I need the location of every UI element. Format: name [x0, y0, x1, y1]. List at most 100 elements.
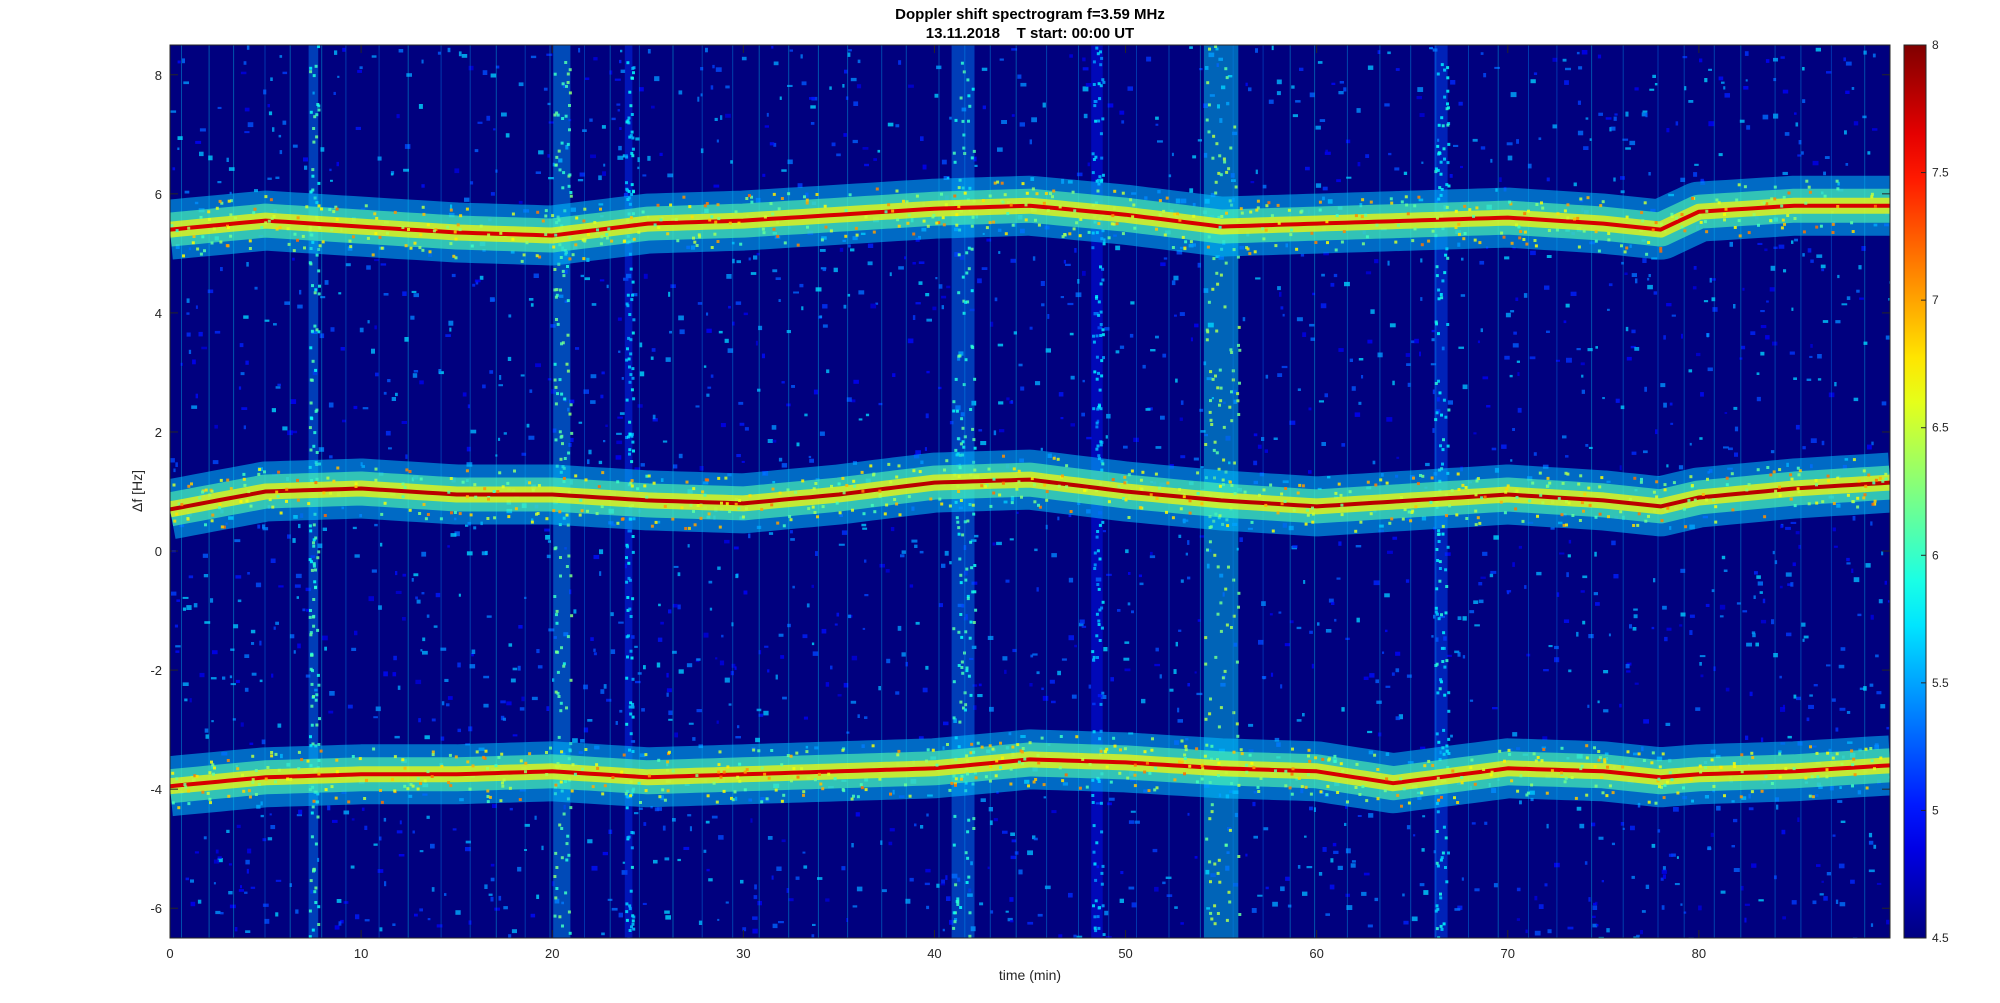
noise-speckle [1859, 297, 1864, 300]
noise-speckle [1881, 401, 1887, 406]
trace-speckle [1107, 236, 1111, 240]
interference-speckle [1101, 278, 1105, 282]
interference-speckle [952, 627, 956, 631]
trace-speckle [511, 237, 515, 241]
interference-speckle [310, 560, 313, 564]
trace-speckle [1178, 488, 1182, 492]
noise-speckle [508, 934, 512, 938]
trace-speckle [891, 209, 895, 213]
trace-speckle [1534, 759, 1538, 763]
noise-speckle [725, 85, 730, 89]
trace-speckle [885, 503, 889, 507]
noise-speckle [1232, 131, 1238, 136]
interference-speckle [312, 624, 316, 628]
noise-speckle [1592, 905, 1598, 910]
trace-speckle [536, 512, 540, 515]
trace-speckle [486, 767, 489, 770]
trace-speckle [953, 194, 957, 198]
trace-speckle [1354, 529, 1358, 533]
interference-speckle [630, 865, 634, 869]
noise-speckle [175, 650, 180, 653]
noise-speckle [1058, 934, 1063, 938]
noise-speckle [182, 607, 186, 611]
interference-speckle [1092, 340, 1096, 344]
noise-speckle [1653, 578, 1656, 583]
trace-speckle [1665, 780, 1669, 784]
interference-speckle [625, 635, 629, 639]
trace-speckle [1565, 500, 1568, 504]
trace-speckle [1690, 484, 1694, 487]
noise-speckle [1796, 696, 1801, 701]
trace-speckle [1793, 217, 1797, 220]
interference-speckle [1236, 734, 1240, 738]
noise-speckle [1190, 337, 1193, 342]
noise-speckle [1613, 177, 1616, 182]
noise-speckle [342, 419, 347, 423]
trace-speckle [1542, 748, 1546, 751]
trace-speckle [1165, 196, 1169, 200]
noise-speckle [406, 73, 412, 77]
noise-speckle [836, 153, 841, 157]
trace-speckle [659, 218, 663, 222]
trace-speckle [676, 239, 680, 243]
noise-speckle [1178, 629, 1182, 632]
interference-speckle [964, 851, 968, 855]
noise-speckle [667, 173, 674, 178]
noise-speckle [1210, 873, 1216, 878]
noise-speckle [591, 865, 598, 871]
interference-speckle [1435, 274, 1439, 278]
trace-speckle [1773, 185, 1777, 189]
noise-speckle [1516, 139, 1519, 144]
trace-speckle [898, 513, 902, 517]
noise-speckle [468, 65, 474, 71]
noise-speckle [1206, 548, 1212, 553]
noise-speckle [1306, 866, 1313, 869]
noise-speckle [1324, 393, 1328, 398]
noise-speckle [972, 684, 978, 687]
interference-speckle [964, 300, 968, 304]
trace-speckle [1462, 237, 1466, 241]
noise-speckle [1411, 916, 1418, 922]
interference-speckle [1101, 691, 1105, 695]
trace-speckle [1155, 497, 1159, 500]
trace-speckle [1725, 476, 1729, 480]
trace-speckle [1857, 479, 1861, 483]
noise-speckle [1734, 452, 1738, 457]
noise-speckle [392, 923, 396, 926]
trace-speckle [1732, 762, 1736, 766]
noise-speckle [755, 340, 758, 346]
noise-speckle [1155, 116, 1159, 120]
interference-speckle [1091, 801, 1095, 804]
noise-speckle [852, 139, 858, 144]
noise-speckle [1446, 654, 1452, 657]
noise-speckle [802, 634, 808, 639]
noise-speckle [195, 140, 202, 144]
trace-speckle [750, 195, 753, 199]
noise-speckle [717, 918, 720, 921]
noise-speckle [1001, 120, 1007, 124]
trace-speckle [239, 500, 243, 503]
noise-speckle [677, 858, 681, 862]
trace-speckle [574, 243, 578, 247]
noise-speckle [1159, 674, 1162, 679]
trace-speckle [204, 488, 208, 492]
interference-speckle [1093, 862, 1097, 866]
noise-speckle [211, 720, 214, 723]
trace-speckle [1632, 524, 1636, 527]
noise-speckle [1033, 837, 1038, 841]
noise-speckle [878, 402, 883, 406]
noise-speckle [431, 718, 436, 722]
noise-speckle [637, 166, 640, 170]
noise-speckle [730, 160, 733, 164]
noise-speckle [652, 414, 656, 420]
noise-speckle [1853, 121, 1859, 126]
interference-speckle [1438, 186, 1442, 190]
noise-speckle [1138, 574, 1142, 578]
trace-speckle [1538, 471, 1542, 475]
interference-speckle [309, 110, 313, 114]
trace-speckle [1831, 231, 1835, 234]
noise-speckle [1746, 125, 1751, 130]
interference-speckle [1212, 257, 1216, 261]
trace-speckle [568, 257, 572, 261]
noise-speckle [590, 374, 597, 379]
